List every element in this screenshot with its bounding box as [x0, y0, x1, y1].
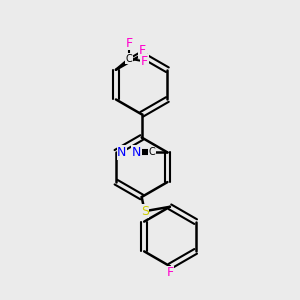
- Text: C: C: [126, 54, 133, 64]
- Text: F: F: [126, 37, 133, 50]
- Text: N: N: [131, 146, 141, 159]
- Text: F: F: [141, 55, 148, 68]
- Text: N: N: [117, 146, 127, 159]
- Text: F: F: [167, 266, 173, 279]
- Text: S: S: [141, 205, 148, 218]
- Text: F: F: [139, 44, 146, 57]
- Text: C: C: [148, 147, 155, 158]
